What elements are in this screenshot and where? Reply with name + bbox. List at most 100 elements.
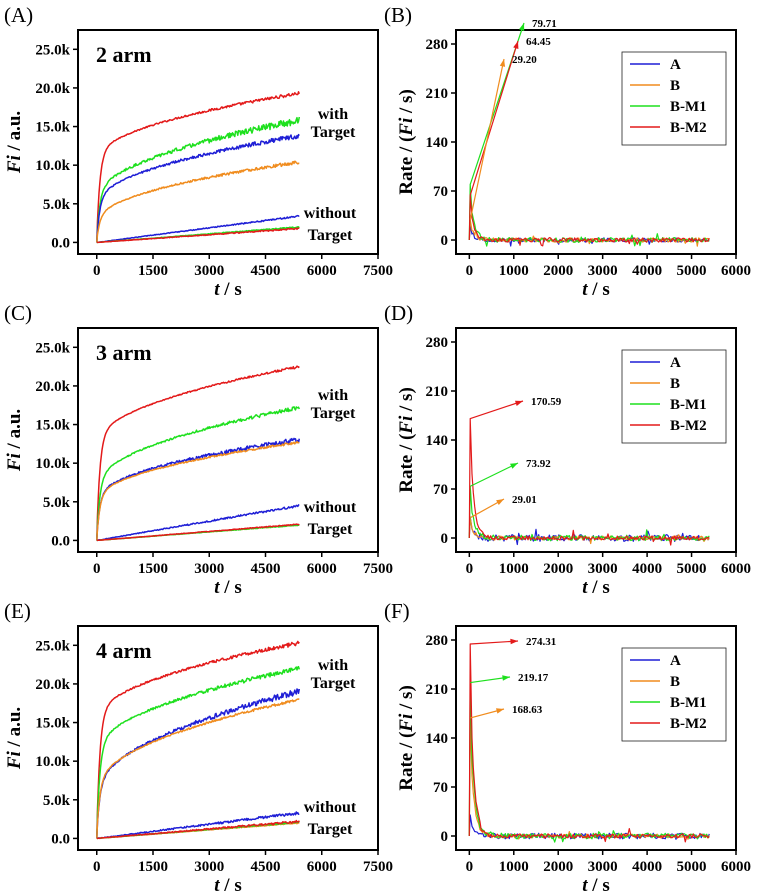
peak-arrow-head	[510, 463, 518, 469]
legend-label: B-M2	[670, 418, 707, 434]
series-line-b-m2-without	[96, 819, 300, 840]
y-tick-label: 210	[426, 86, 449, 102]
y-tick-label: 20.0k	[35, 677, 70, 693]
y-tick-label: 15.0k	[35, 716, 70, 732]
y-tick-label: 15.0k	[35, 120, 70, 136]
peak-value-label: 29.01	[512, 494, 537, 506]
peak-arrow-head	[515, 400, 523, 406]
rate-line-b-m2	[468, 643, 710, 843]
peak-value-label: 29.20	[512, 54, 537, 66]
rate-line-b-m1	[468, 485, 710, 542]
y-tick-label: 10.0k	[35, 754, 70, 770]
x-tick-label: 7500	[363, 859, 393, 875]
rate-line-b-m2	[468, 194, 710, 247]
y-tick-label: 20.0k	[35, 379, 70, 395]
y-tick-label: 210	[426, 682, 449, 698]
x-tick-label: 6000	[307, 859, 337, 875]
annotation-with: with	[318, 657, 348, 674]
y-tick-label: 280	[426, 335, 449, 351]
plot-frame	[77, 29, 379, 255]
x-tick-label: 4000	[632, 859, 662, 875]
legend-label: A	[670, 653, 681, 669]
panel-1: (B) 0 1000 2000 3000 4000 5000 6000 0 70 140 210 280…	[384, 3, 751, 300]
x-tick-label: 7500	[363, 263, 393, 279]
panel-2: (C) 0 1500 3000 4500 6000 7500 0.0 5.0k 10.0k 15.0…	[4, 301, 393, 598]
y-tick-label: 5.0k	[43, 495, 71, 511]
x-tick-label: 3000	[194, 859, 224, 875]
y-tick-label: 10.0k	[35, 456, 70, 472]
panel-label: (E)	[4, 599, 31, 623]
y-tick-label: 5.0k	[43, 197, 71, 213]
peak-arrow-b-m2	[470, 640, 519, 645]
y-axis-label: Rate / (Fi / s)	[396, 685, 417, 791]
y-tick-label: 20.0k	[35, 81, 70, 97]
y-tick-label: 70	[433, 482, 448, 498]
y-tick-label: 210	[426, 384, 449, 400]
x-tick-label: 4000	[632, 263, 662, 279]
legend-label: B-M2	[670, 716, 707, 732]
legend-label: B-M1	[670, 397, 707, 413]
peak-arrow-b-m1	[470, 462, 519, 487]
annotation-without-target: Target	[308, 821, 353, 838]
panel-4: (E) 0 1500 3000 4500 6000 7500 0.0 5.0k 10.0k 15.0…	[4, 599, 393, 894]
rate-line-b-m1	[468, 183, 710, 247]
series-line-a-with	[96, 688, 301, 839]
x-tick-label: 3000	[588, 859, 618, 875]
annotation-without: without	[304, 799, 357, 816]
peak-arrow-b-m2	[469, 40, 519, 196]
x-tick-label: 0	[93, 263, 101, 279]
annotation-without: without	[304, 205, 357, 222]
series-line-b-with	[96, 698, 300, 839]
annotation-without: without	[304, 499, 357, 516]
plot-frame	[77, 625, 379, 851]
annotation-with-target: Target	[311, 405, 356, 422]
peak-value-label: 168.63	[512, 704, 543, 716]
x-tick-label: 4500	[251, 263, 281, 279]
series-line-b-m2-without	[96, 227, 300, 244]
panel-3: (D) 0 1000 2000 3000 4000 5000 6000 0 70 140 210 280…	[384, 301, 751, 598]
y-axis-label: Rate / (Fi / s)	[396, 387, 417, 493]
annotation-with: with	[318, 106, 348, 123]
x-axis-label: t / s	[582, 577, 609, 598]
y-tick-label: 25.0k	[35, 42, 70, 58]
x-tick-label: 2000	[543, 859, 573, 875]
rate-line-b	[468, 219, 710, 247]
annotation-with-target: Target	[311, 675, 356, 692]
peak-arrow-head	[496, 499, 504, 505]
x-tick-label: 5000	[677, 561, 707, 577]
legend-box	[621, 51, 727, 146]
y-tick-label: 280	[426, 37, 449, 53]
panel-label: (D)	[384, 301, 413, 325]
legend-label: B	[670, 674, 680, 690]
peak-arrow-head	[499, 59, 506, 67]
y-tick-label: 25.0k	[35, 340, 70, 356]
y-tick-label: 0.0	[51, 235, 70, 251]
x-tick-label: 3000	[588, 263, 618, 279]
x-axis-label: t / s	[582, 875, 609, 894]
panel-label: (C)	[4, 301, 32, 325]
annotation-without-target: Target	[308, 227, 353, 244]
series-line-b-with	[96, 440, 300, 541]
series-line-b-m2-without	[96, 523, 300, 542]
y-tick-label: 140	[426, 433, 449, 449]
y-axis-label: Fi / a.u.	[4, 111, 25, 174]
legend-label: B	[670, 78, 680, 94]
peak-arrow-b	[469, 58, 505, 220]
peak-arrow-head	[513, 41, 519, 49]
y-tick-label: 0.0	[51, 831, 70, 847]
series-line-b-m1-with	[96, 665, 301, 839]
y-tick-label: 0.0	[51, 533, 70, 549]
x-tick-label: 2000	[543, 561, 573, 577]
series-line-b-m2-with	[96, 91, 300, 243]
annotation-with: with	[318, 387, 348, 404]
x-tick-label: 1500	[138, 859, 168, 875]
x-tick-label: 5000	[677, 859, 707, 875]
y-tick-label: 0	[441, 233, 449, 249]
y-tick-label: 70	[433, 184, 448, 200]
x-tick-label: 0	[466, 561, 474, 577]
legend-label: A	[670, 355, 681, 371]
annotation-with-target: Target	[311, 124, 356, 141]
y-tick-label: 0	[441, 829, 449, 845]
x-tick-label: 4500	[251, 561, 281, 577]
peak-arrow-head	[510, 638, 518, 645]
